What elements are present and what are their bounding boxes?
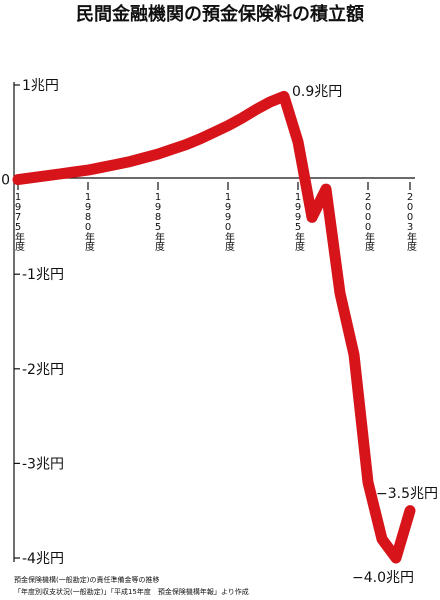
annotation: 0.9兆円 [292,84,342,100]
data-line [12,90,416,564]
x-tick-label: 1985年度 [153,192,165,252]
source-note: 「年度別収支状況(一般勘定)」「平成15年度 預金保険機構年報」より作成 [14,587,249,596]
y-tick-label: -3兆円 [22,456,64,472]
chart-title: 民間金融機関の預金保険料の積立額 [76,3,364,25]
y-tick-label: 1兆円 [22,78,59,94]
y-tick-label: -1兆円 [22,267,64,283]
y-tick-label: -4兆円 [22,551,64,567]
x-tick-label: 1990年度 [223,192,235,252]
x-tick-label: 1975年度 [13,192,25,252]
x-tick-label: 1980年度 [83,192,95,252]
x-tick-label: 2003年度 [405,192,417,252]
y-tick-label: -2兆円 [22,362,64,378]
x-tick-label: 2000年度 [363,192,375,252]
annotation: −3.5兆円 [376,486,438,502]
annotation: −4.0兆円 [352,570,414,586]
y-tick-label: 0 [1,173,10,189]
source-note: 預金保険機構(一般勘定)の責任準備金等の推移 [14,575,159,584]
x-tick-label: 1995年度 [293,192,305,252]
